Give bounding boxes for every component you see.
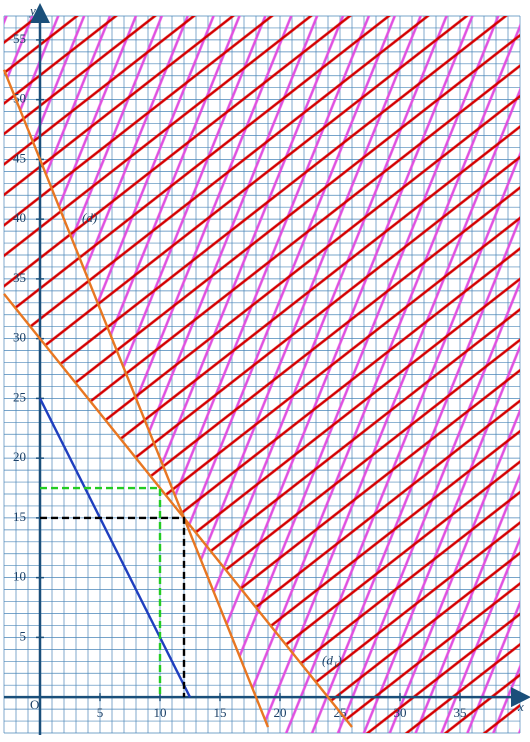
x-tick-label: 15 [214, 705, 227, 720]
y-tick-label: 15 [13, 509, 26, 524]
series-line [2, 69, 270, 728]
series-line [40, 516, 186, 698]
line-label: (d₁) [322, 652, 342, 667]
y-tick-label: 45 [13, 150, 26, 165]
y-tick-label: 25 [13, 389, 26, 404]
x-tick-label: 30 [394, 705, 407, 720]
line-label: (d) [82, 210, 97, 225]
y-tick-label: 40 [13, 210, 26, 225]
series-line [38, 397, 192, 698]
y-tick-label: 35 [13, 270, 26, 285]
x-tick-label: 10 [154, 705, 167, 720]
y-tick-label: 55 [13, 31, 26, 46]
x-tick-label: 20 [274, 705, 287, 720]
y-tick-label: 30 [13, 330, 26, 345]
origin-label: O [30, 697, 39, 712]
plot [3, 15, 521, 734]
series-line [40, 486, 162, 698]
y-tick-label: 20 [13, 449, 26, 464]
y-tick-label: 5 [20, 628, 27, 643]
y-tick-label: 10 [13, 569, 26, 584]
x-tick-label: 35 [454, 705, 467, 720]
x-tick-label: 5 [97, 705, 104, 720]
series-line [3, 293, 353, 728]
